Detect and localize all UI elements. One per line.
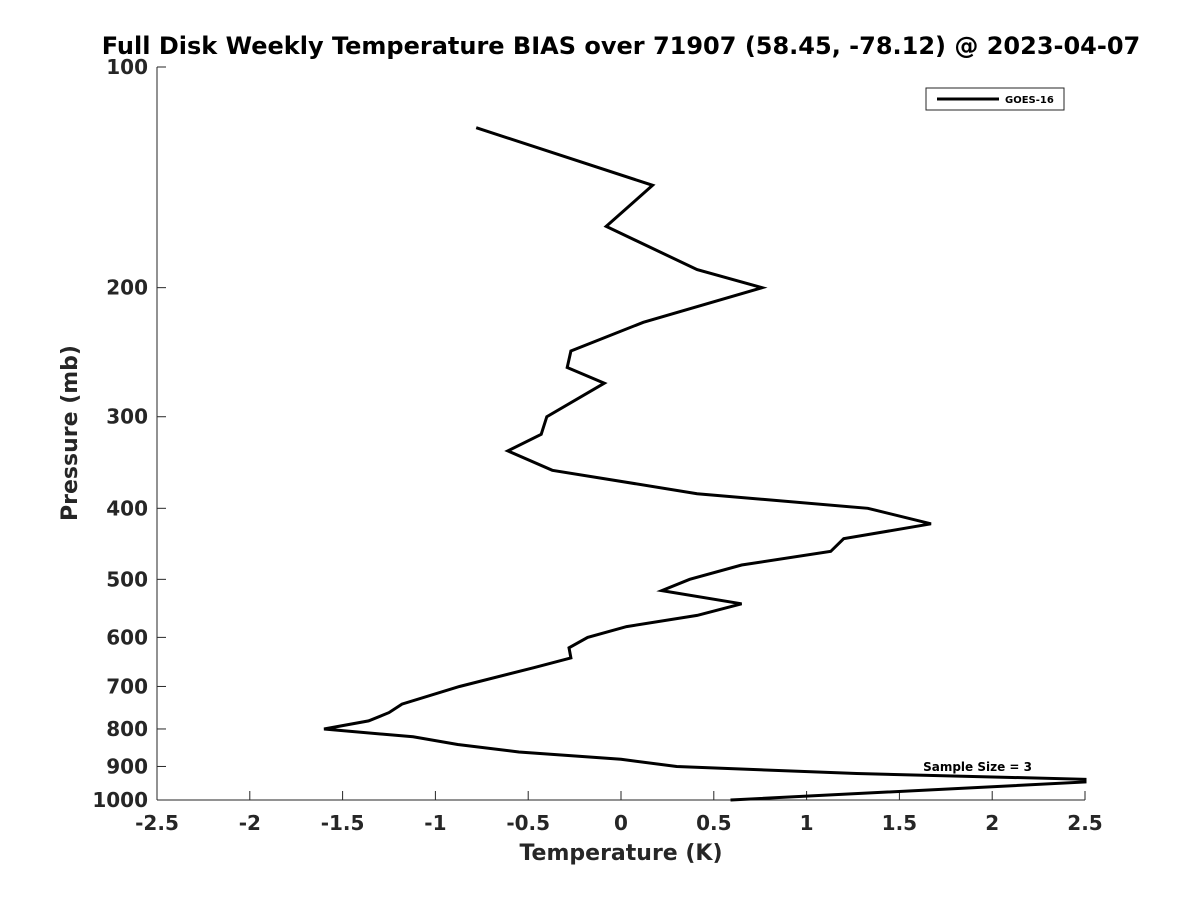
x-tick-label: -0.5 xyxy=(506,811,550,835)
legend: GOES-16 xyxy=(925,87,1065,111)
x-tick-label: 2.5 xyxy=(1067,811,1102,835)
plot-background xyxy=(157,67,1085,800)
x-tick-label: 1 xyxy=(800,811,814,835)
y-tick-label: 400 xyxy=(106,496,148,520)
x-tick-label: 0.5 xyxy=(696,811,731,835)
y-tick-label: 700 xyxy=(106,674,148,698)
y-tick-label: 200 xyxy=(106,276,148,300)
x-axis-ticks: -2.5 -2 -1.5 -1 -0.5 0 0.5 1 1.5 2 2.5 xyxy=(135,791,1103,835)
x-tick-label: 2 xyxy=(985,811,999,835)
sample-size-annotation: Sample Size = 3 xyxy=(923,760,1032,774)
x-axis-label: Temperature (K) xyxy=(519,841,722,866)
legend-label-goes-16: GOES-16 xyxy=(1005,95,1054,106)
y-axis-ticks: 100 200 300 400 500 600 700 800 900 1000 xyxy=(92,55,166,812)
y-tick-label: 600 xyxy=(106,625,148,649)
y-tick-label: 300 xyxy=(106,405,148,429)
x-tick-label: -1 xyxy=(424,811,446,835)
y-axis-label: Pressure (mb) xyxy=(58,345,83,521)
x-tick-label: 1.5 xyxy=(882,811,917,835)
chart-title: Full Disk Weekly Temperature BIAS over 7… xyxy=(102,32,1141,60)
y-tick-label: 1000 xyxy=(92,788,148,812)
y-tick-label: 100 xyxy=(106,55,148,79)
series-line-goes-16 xyxy=(323,126,1087,802)
x-tick-label: 0 xyxy=(614,811,628,835)
y-tick-label: 900 xyxy=(106,754,148,778)
x-tick-label: -2.5 xyxy=(135,811,179,835)
y-tick-label: 500 xyxy=(106,567,148,591)
x-tick-label: -1.5 xyxy=(321,811,365,835)
y-tick-label: 800 xyxy=(106,717,148,741)
plot-area xyxy=(157,67,1085,800)
x-tick-label: -2 xyxy=(239,811,261,835)
